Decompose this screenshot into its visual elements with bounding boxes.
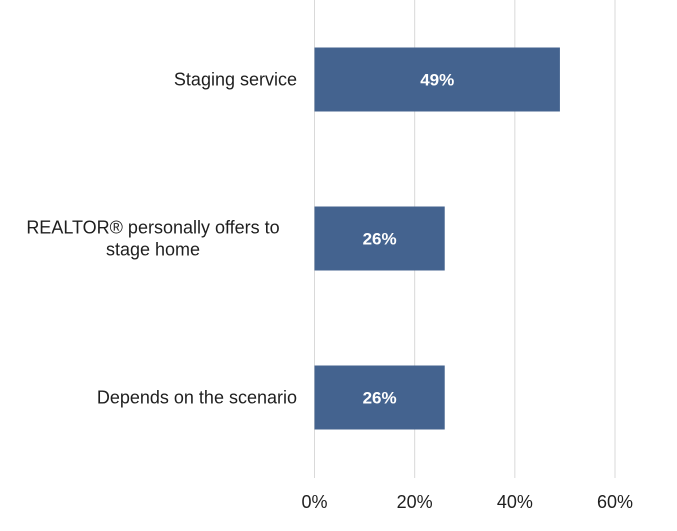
- x-tick-label-1: 20%: [397, 492, 433, 512]
- bar-1: [314, 206, 445, 271]
- data-label-1: 26%: [363, 230, 397, 249]
- bar-0: [314, 47, 560, 112]
- bars: 49% 26% 26%: [314, 47, 560, 430]
- category-label-1: REALTOR® personally offers to stage home: [26, 218, 279, 260]
- x-axis-ticks: 0% 20% 40% 60%: [301, 492, 633, 512]
- bar-2: [314, 365, 445, 430]
- category-labels: Staging service REALTOR® personally offer…: [26, 70, 297, 408]
- data-label-0: 49%: [420, 71, 454, 90]
- category-label-2: Depends on the scenario: [97, 388, 297, 408]
- x-tick-label-2: 40%: [497, 492, 533, 512]
- x-tick-label-0: 0%: [301, 492, 327, 512]
- data-label-2: 26%: [363, 389, 397, 408]
- category-label-0: Staging service: [174, 70, 297, 90]
- x-tick-label-3: 60%: [597, 492, 633, 512]
